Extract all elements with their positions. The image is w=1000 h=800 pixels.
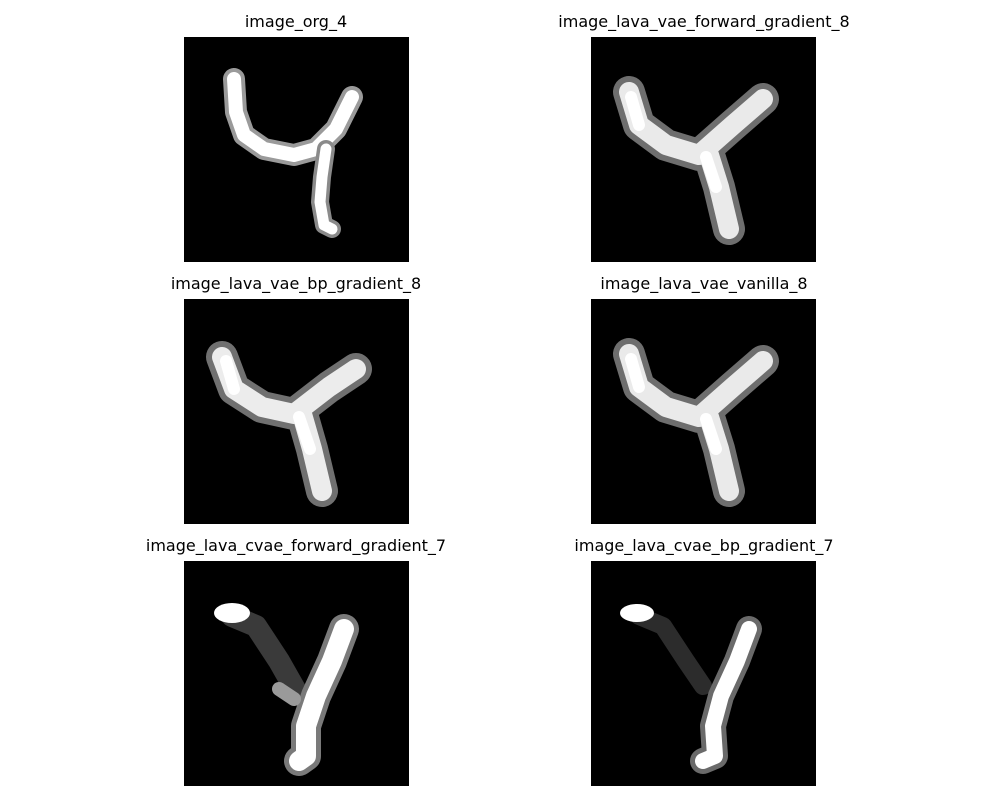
panel-title: image_lava_cvae_bp_gradient_7 (504, 536, 904, 556)
digit-image (591, 37, 816, 262)
digit-image (184, 37, 409, 262)
digit-image (184, 299, 409, 524)
handwritten-digit-drawing (591, 299, 816, 524)
panel-title: image_lava_vae_bp_gradient_8 (96, 274, 496, 294)
handwritten-digit-drawing (184, 561, 409, 786)
digit-image (184, 561, 409, 786)
handwritten-digit-drawing (184, 37, 409, 262)
digit-image (591, 561, 816, 786)
digit-image (591, 299, 816, 524)
panel-title: image_org_4 (96, 12, 496, 32)
handwritten-digit-drawing (591, 561, 816, 786)
panel-title: image_lava_cvae_forward_gradient_7 (96, 536, 496, 556)
handwritten-digit-drawing (591, 37, 816, 262)
panel-title: image_lava_vae_forward_gradient_8 (504, 12, 904, 32)
panel-title: image_lava_vae_vanilla_8 (504, 274, 904, 294)
handwritten-digit-drawing (184, 299, 409, 524)
